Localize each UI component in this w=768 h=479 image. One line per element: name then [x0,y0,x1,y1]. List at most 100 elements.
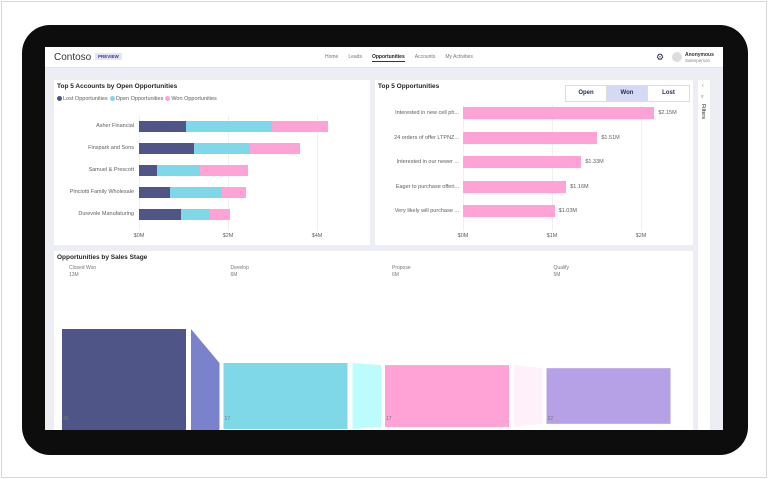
bar-segment-lost-opportunities [139,165,157,176]
bar-segment-lost-opportunities [139,209,181,220]
stage-value: 13M [69,272,79,278]
bar-segment-lost-opportunities [139,121,187,132]
accounts-chart-card: Top 5 Accounts by Open Opportunities Los… [54,80,370,245]
user-info: Anonymous Salesperson [685,52,714,63]
bar-segment-lost-opportunities [139,143,195,154]
legend-label: Open Opportunities [115,96,164,102]
top5-chart-title: Top 5 Opportunities [378,83,440,90]
gridline [641,105,642,231]
filters-label: Filters [700,104,706,120]
x-tick-label: $0M [457,233,469,239]
bar-segment-won-opportunities [250,143,301,154]
top5-chart-card: Top 5 Opportunities Open Won Lost $0M $1M… [375,80,693,245]
stage-count: 46 [63,416,69,422]
opportunity-bar [463,205,555,217]
opportunity-bar [463,180,567,193]
data-label: $1.33M [585,159,604,165]
funnel-stage-propose[interactable] [385,365,509,427]
stage-count: 17 [224,416,231,422]
legend-won[interactable]: Won Opportunities [165,96,217,102]
bar-segment-won-opportunities [209,209,230,220]
filter-icon: ▿ [701,94,704,100]
x-tick-label: $2M [635,233,647,239]
legend-open[interactable]: Open Opportunities [109,96,164,102]
filters-pane[interactable]: ‹ ▿ Filters [698,80,710,430]
data-label: $2.15M [658,110,677,116]
category-label: Very likely will purchase ... [394,208,459,214]
bar-segment-open-opportunities [156,165,200,176]
stage-value: 5M [553,272,561,278]
category-label: 24 orders of offer LTPNZ... [394,134,459,141]
category-label: Eager to purchase offeri... [395,183,459,190]
accounts-chart-title: Top 5 Accounts by Open Opportunities [57,83,178,90]
stage-name: Qualify [553,265,570,271]
stage-name: Propose [392,265,411,271]
category-label: Interested in our newer ... [396,159,459,165]
toggle-lost[interactable]: Lost [662,90,675,96]
bar-segment-open-opportunities [194,143,251,154]
funnel-connector [191,329,220,430]
nav-home[interactable]: Home [325,54,339,60]
nav-opportunities[interactable]: Opportunities [371,54,405,62]
user-name: Anonymous [685,52,714,58]
legend-lost[interactable]: Lost Opportunities [57,96,108,102]
x-tick-label: $0M [133,233,145,239]
category-label: Finspark and Sons [88,145,134,151]
category-label: Interested in new cell ph... [395,110,459,116]
opportunity-bar [463,107,655,119]
funnel-title: Opportunities by Sales Stage [57,254,148,261]
accounts-legend: Lost Opportunities Open Opportunities Wo… [57,96,217,102]
gridline [317,115,318,231]
funnel-svg [62,329,671,430]
x-tick-label: $4M [311,233,323,239]
opportunity-bar [463,156,582,168]
funnel-stage-qualify[interactable] [546,368,671,424]
opportunity-bar [463,131,598,144]
toggle-open[interactable]: Open [566,86,607,101]
funnel-connector [352,363,381,429]
main-nav: Home Leads Opportunities Accounts My Act… [325,54,473,62]
stage-value: 6M [230,272,238,278]
funnel-connector [514,365,543,427]
x-tick-label: $1M [546,233,558,239]
gridline [463,105,464,231]
nav-accounts[interactable]: Accounts [414,54,436,60]
avatar[interactable] [672,52,682,62]
bar-segment-won-opportunities [272,121,329,132]
gear-icon[interactable]: ⚙ [656,52,665,62]
stage-name: Develop [230,265,249,271]
app-screen: Contoso PREVIEW Home Leads Opportunities… [45,47,723,430]
category-label: Samuel & Prescott [88,167,134,173]
data-label: $1.51M [601,134,620,141]
data-label: $1.16M [570,183,589,190]
bar-segment-open-opportunities [180,209,210,220]
status-toggle: Open Won Lost [565,85,690,102]
toggle-won[interactable]: Won [607,86,648,101]
stage-value: 6M [392,272,399,278]
category-label: Durevole Manufaturing [78,211,134,217]
funnel-card: Opportunities by Sales Stage Closed Won 1… [54,251,693,430]
stage-count: 22 [547,416,554,422]
category-label: Pinciotti Family Wholesale [69,189,134,195]
gridline [552,105,553,231]
preview-badge: PREVIEW [95,53,122,60]
funnel-stage-develop[interactable] [223,363,348,429]
legend-label: Won Opportunities [171,96,217,102]
nav-leads[interactable]: Leads [348,54,362,60]
bar-segment-open-opportunities [186,121,273,132]
data-label: $1.03M [558,208,578,214]
contoso-logo: Contoso [54,52,92,63]
funnel-stage-closed-won[interactable] [62,329,186,430]
chevron-left-icon[interactable]: ‹ [702,83,704,89]
bar-segment-won-opportunities [199,165,248,176]
bar-segment-won-opportunities [222,187,247,198]
stage-count: 17 [386,416,392,422]
category-label: Asher Financial [96,123,134,129]
legend-label: Lost Opportunities [63,96,108,102]
bar-segment-lost-opportunities [139,187,171,198]
stage-name: Closed Won [69,265,97,271]
nav-my-activities[interactable]: My Activities [445,54,473,60]
user-role: Salesperson [685,58,711,63]
top-header: Contoso PREVIEW Home Leads Opportunities… [45,47,723,68]
